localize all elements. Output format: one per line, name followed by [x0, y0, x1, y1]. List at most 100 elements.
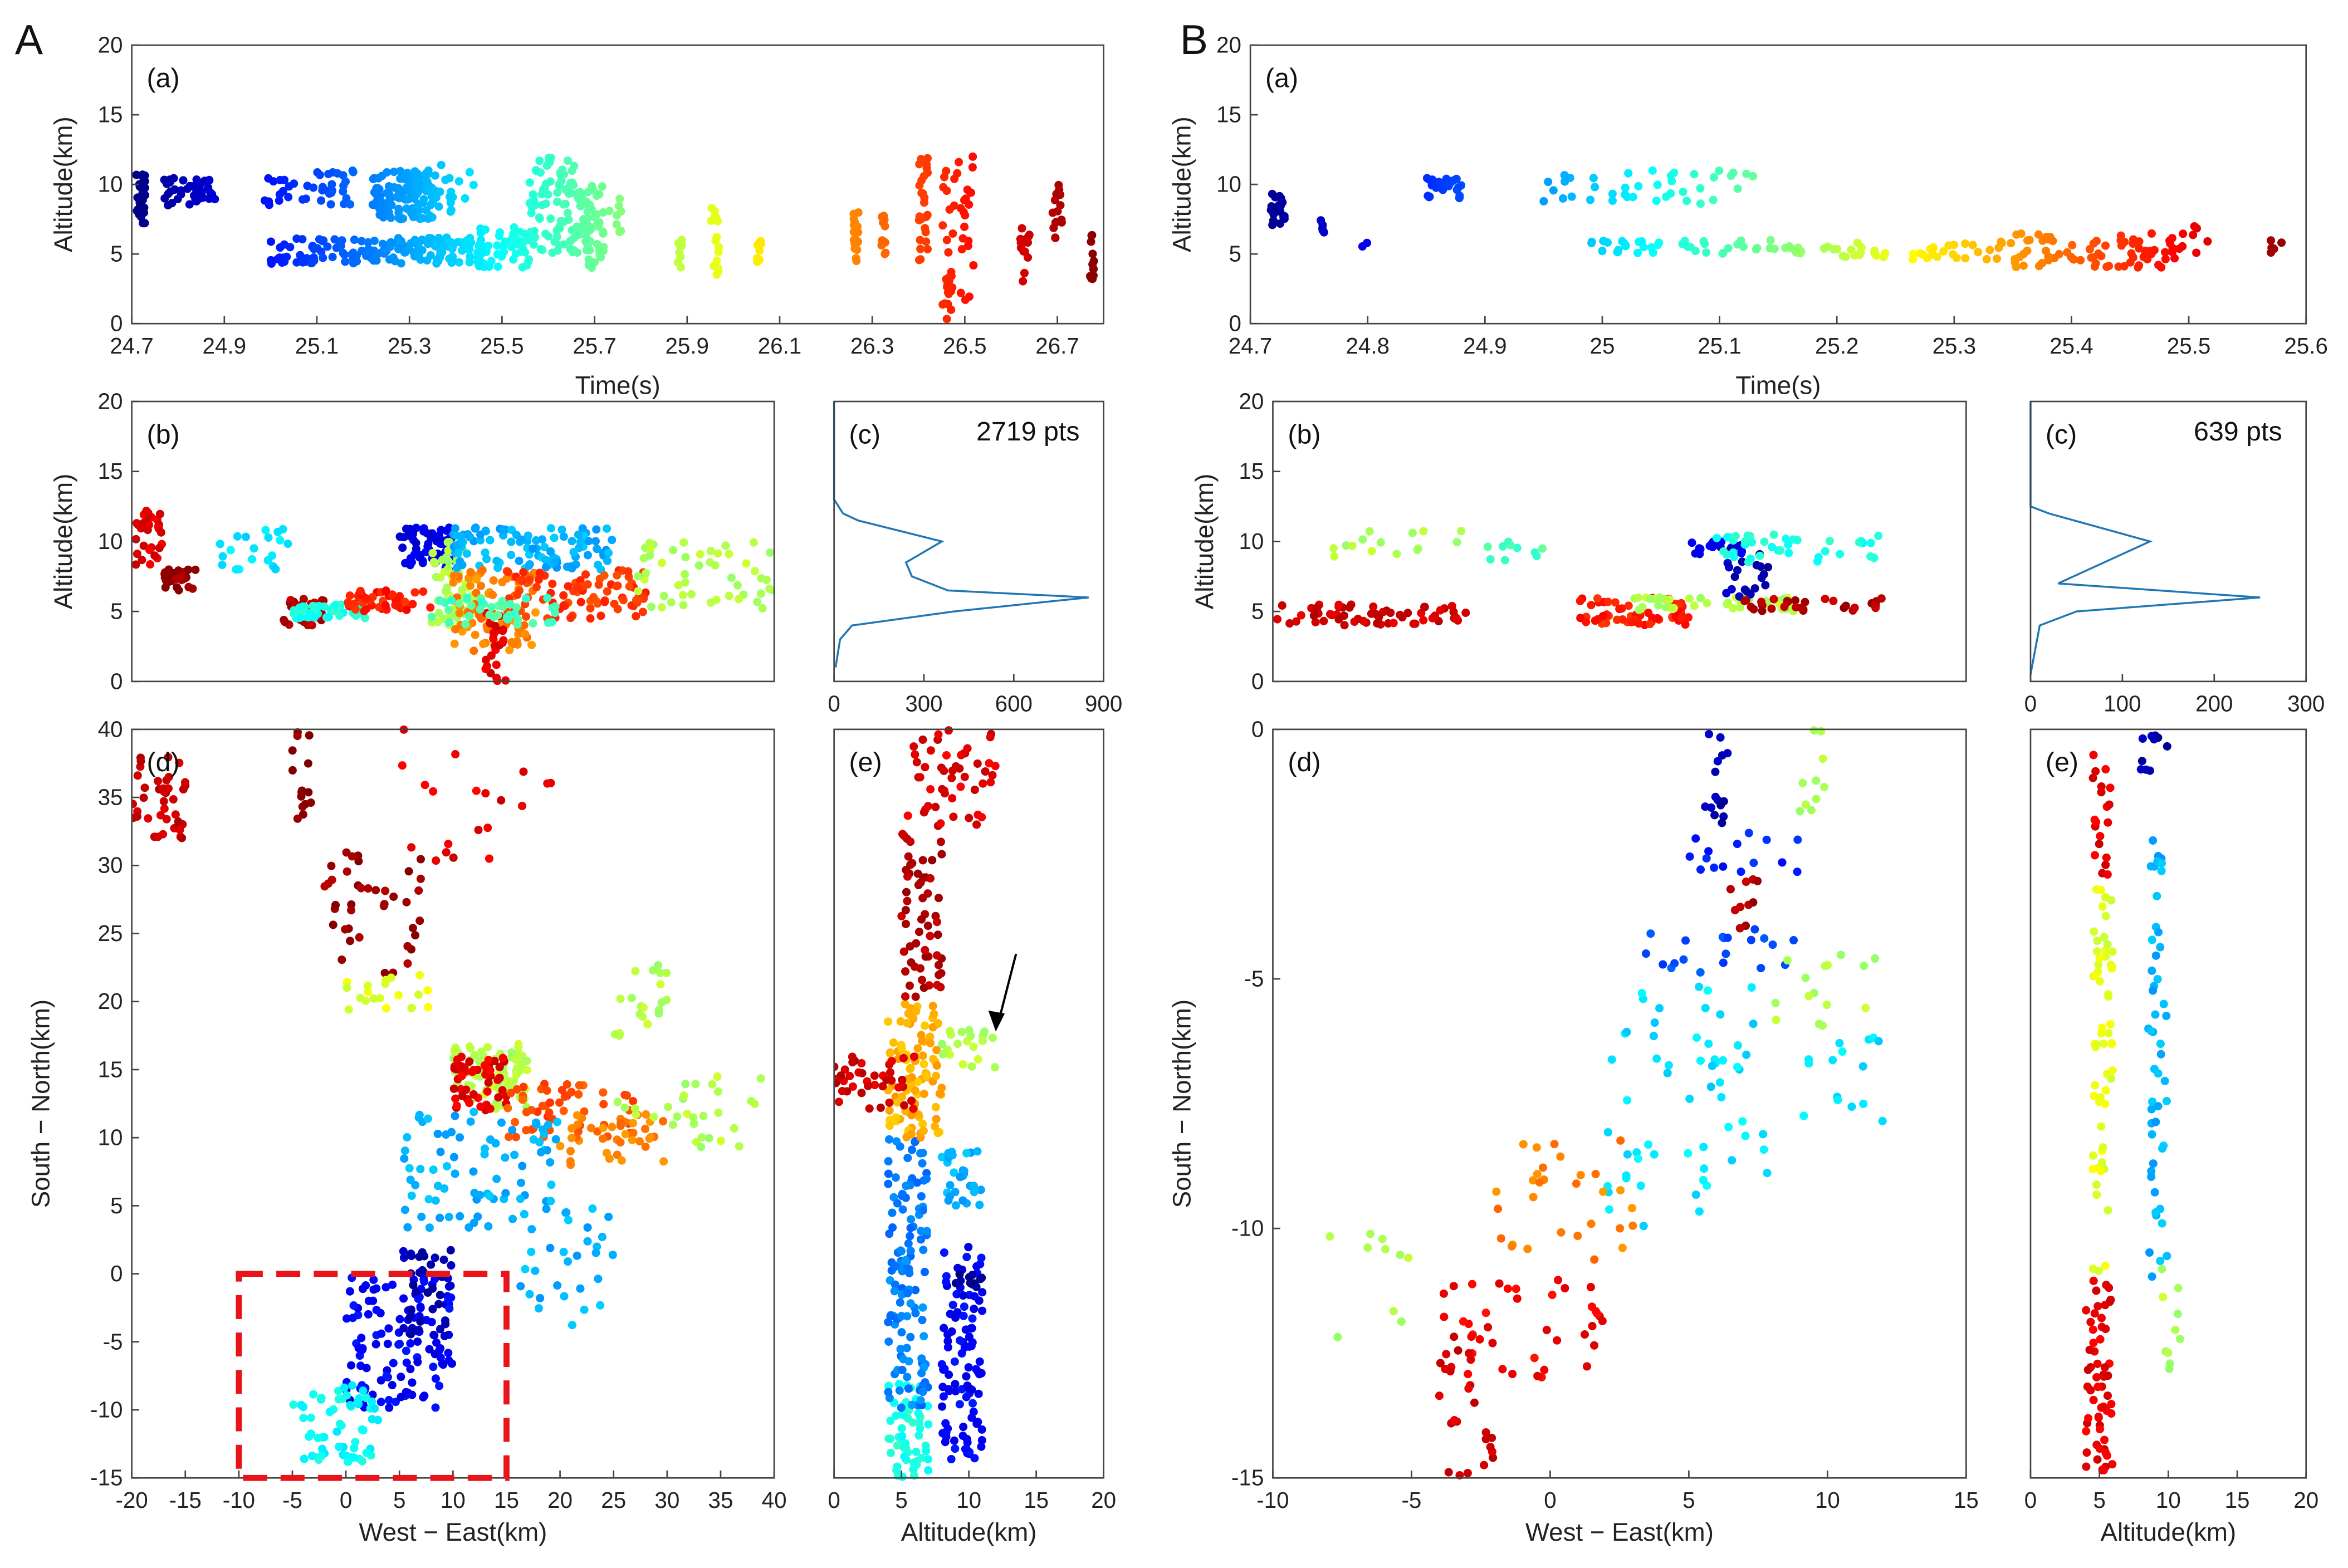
data-point [917, 1235, 926, 1244]
data-point [1413, 546, 1422, 555]
data-point [921, 945, 930, 954]
data-point [398, 761, 407, 770]
x-tick-label: 5 [2093, 1487, 2105, 1513]
data-point [425, 530, 434, 539]
data-point [586, 604, 595, 612]
data-point [328, 253, 337, 262]
data-point [2151, 1118, 2160, 1126]
data-point [1088, 249, 1097, 258]
data-point [358, 1457, 367, 1466]
data-point [2104, 1371, 2112, 1380]
x-tick-label: 35 [708, 1487, 733, 1513]
data-point [418, 1248, 427, 1257]
data-point [974, 1055, 982, 1064]
x-tick-label: 25.4 [2049, 333, 2093, 359]
data-point [557, 165, 567, 174]
data-point [596, 611, 605, 620]
data-point [955, 1336, 965, 1345]
data-point [567, 1134, 576, 1143]
data-point [2153, 891, 2161, 900]
data-point [1576, 614, 1585, 623]
data-point [2148, 1097, 2157, 1106]
data-point [647, 602, 656, 611]
data-point [563, 156, 572, 165]
data-point [458, 585, 467, 594]
data-point [884, 1434, 893, 1443]
data-point [298, 195, 307, 204]
data-point [2192, 248, 2201, 257]
data-point [428, 1305, 437, 1314]
data-point [1659, 960, 1667, 969]
data-point [447, 596, 456, 605]
data-point [407, 1305, 415, 1314]
data-point [951, 1444, 960, 1453]
data-point [639, 1003, 648, 1012]
data-point [188, 182, 197, 191]
data-point [1634, 182, 1643, 190]
data-point [1696, 968, 1705, 977]
y-tick-label: 20 [98, 388, 123, 414]
figure-label-a: A [15, 16, 43, 63]
data-point [1681, 936, 1690, 945]
data-point [414, 886, 423, 895]
data-point [1367, 547, 1376, 556]
data-point [535, 214, 544, 223]
data-point [483, 1043, 492, 1052]
data-point [2148, 935, 2156, 944]
y-axis-label: South − North(km) [27, 999, 55, 1208]
data-point [1087, 237, 1095, 246]
data-point [419, 587, 428, 596]
data-point [892, 1137, 901, 1146]
data-point [1968, 241, 1977, 249]
data-point [233, 532, 242, 541]
data-point [880, 238, 889, 247]
data-point [2093, 1359, 2102, 1368]
data-point [913, 869, 922, 878]
data-point [901, 919, 911, 928]
data-point [2103, 940, 2112, 949]
data-point [403, 1133, 412, 1142]
data-point [641, 1124, 650, 1133]
data-point [1025, 231, 1034, 239]
data-point [1319, 616, 1328, 625]
data-point [519, 568, 528, 577]
data-point [954, 158, 963, 166]
data-point [410, 550, 419, 558]
data-point [986, 733, 995, 742]
data-point [381, 601, 390, 610]
data-point [1772, 1016, 1780, 1025]
data-point [657, 558, 667, 567]
data-point [576, 1284, 585, 1293]
data-point [969, 1407, 978, 1416]
data-point [918, 1206, 927, 1215]
data-point [360, 606, 369, 615]
data-point [909, 1458, 918, 1467]
data-point [324, 612, 334, 621]
data-point [901, 967, 910, 976]
data-point [514, 1040, 523, 1048]
data-point [263, 556, 272, 565]
data-point [926, 746, 935, 755]
x-tick-label: 24.9 [203, 333, 247, 359]
data-point [679, 538, 688, 547]
data-point [620, 1103, 629, 1112]
data-point [1745, 531, 1754, 541]
data-point [2092, 1180, 2101, 1189]
data-point [735, 1142, 743, 1151]
data-point [2093, 1383, 2102, 1391]
data-point [462, 244, 471, 253]
data-point [931, 912, 940, 920]
data-point [164, 201, 173, 210]
data-point [911, 1286, 920, 1295]
data-point [848, 1082, 857, 1091]
data-point [349, 1453, 358, 1462]
data-point [1653, 180, 1662, 189]
data-point [546, 1098, 555, 1107]
data-point [442, 848, 451, 857]
data-point [488, 590, 497, 600]
data-point [464, 1223, 473, 1232]
data-point [314, 1456, 323, 1464]
data-point [1538, 544, 1547, 553]
data-point [1767, 604, 1776, 613]
data-point [493, 262, 502, 271]
